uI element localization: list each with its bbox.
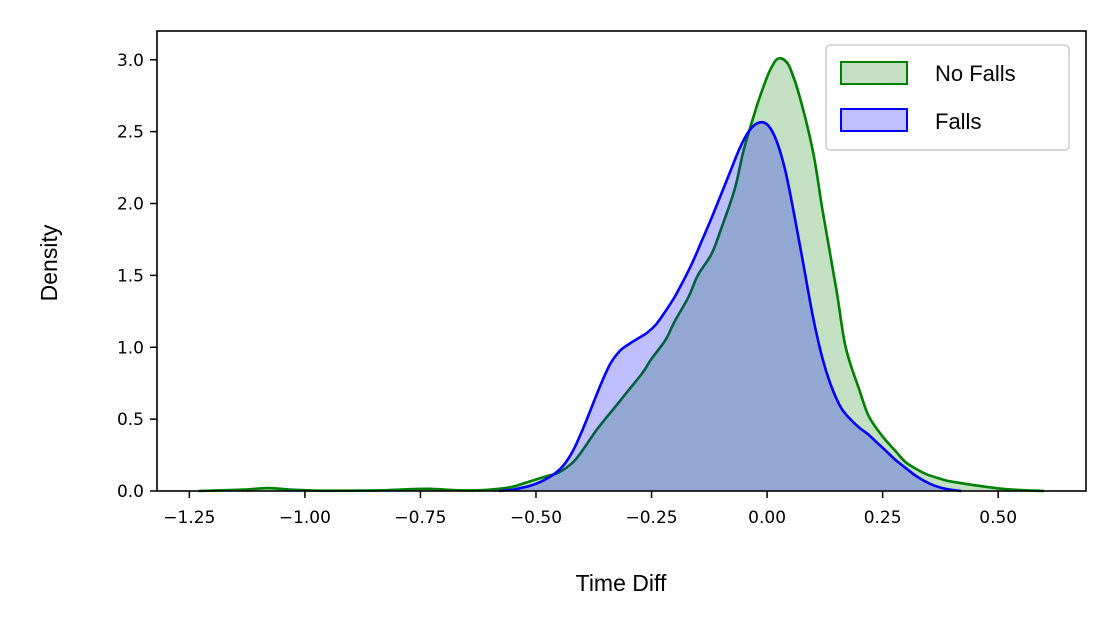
y-tick-label: 2.5	[117, 123, 144, 143]
y-tick-label: 1.5	[117, 266, 144, 286]
x-axis-label: Time Diff	[576, 570, 667, 596]
x-tick-label: −0.75	[394, 508, 446, 528]
y-tick-label: 0.5	[117, 410, 144, 430]
legend-label-falls: Falls	[935, 109, 981, 134]
y-tick-label: 1.0	[117, 338, 144, 358]
x-tick-label: −0.25	[625, 508, 677, 528]
legend-label-no-falls: No Falls	[935, 61, 1016, 86]
area-no-falls	[198, 58, 1045, 492]
plot-frame	[156, 30, 1087, 492]
curve-no-falls	[198, 56, 1045, 493]
y-tick-label: 2.0	[117, 195, 144, 215]
y-tick-label: 3.0	[117, 51, 144, 71]
area-falls	[499, 122, 962, 492]
x-tick-label: 0.00	[748, 508, 786, 528]
y-axis-label: Density	[36, 224, 62, 301]
legend-swatch-falls	[840, 108, 908, 132]
curve-falls	[498, 120, 962, 493]
x-tick-label: −0.50	[510, 508, 562, 528]
x-tick-label: 0.25	[864, 508, 902, 528]
y-tick-label: 0.0	[117, 482, 144, 502]
x-tick-label: −1.25	[163, 508, 215, 528]
x-tick-label: −1.00	[279, 508, 331, 528]
x-axis: −1.25 −1.00 −0.75 −0.50 −0.25 0.00 0.25 0.50	[163, 491, 1017, 528]
legend-swatch-no-falls	[840, 61, 908, 85]
y-axis: 0.0 0.5 1.0 1.5 2.0 2.5 3.0	[117, 51, 157, 502]
x-tick-label: 0.50	[979, 508, 1017, 528]
series-layer	[198, 56, 1045, 493]
legend: No Falls Falls	[825, 44, 1070, 151]
